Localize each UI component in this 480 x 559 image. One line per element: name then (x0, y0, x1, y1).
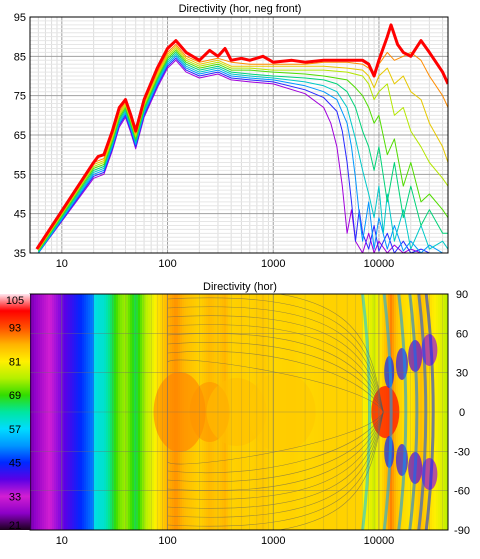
x-tick-label: 10000 (364, 258, 395, 270)
line-chart-frame (29, 16, 449, 254)
heatmap-chart: Directivity (hor) 10 100 1000 10000 90 60 30 0… (0, 281, 470, 547)
contour-line (167, 342, 384, 413)
angle-tick-label: -30 (454, 446, 470, 458)
x-tick-label: 100 (158, 258, 176, 270)
contour-line (167, 411, 384, 518)
angle-tick-label: 30 (456, 368, 468, 380)
heatmap-x-axis: 10 100 1000 10000 (56, 535, 395, 547)
color-scale-bar: 105 93 81 69 57 45 33 21 (0, 294, 30, 532)
contour-line (167, 306, 384, 413)
color-scale-label: 105 (6, 295, 24, 307)
contour-line (167, 411, 384, 474)
series-line-0deg (35, 23, 448, 250)
line-chart-y-axis: 95 85 75 65 55 45 35 (14, 12, 26, 260)
line-chart-x-axis: 10 100 1000 10000 (56, 258, 395, 270)
heatmap-plot-area (30, 294, 448, 530)
color-scale-label: 93 (9, 323, 21, 335)
contour-line (276, 411, 384, 530)
x-tick-label: 1000 (261, 258, 285, 270)
y-tick-label: 45 (14, 209, 26, 221)
contour-line (167, 359, 384, 413)
color-scale-label: 21 (9, 520, 21, 532)
contour-line (167, 411, 384, 527)
series-line-40deg (37, 49, 448, 251)
contour-line (167, 315, 384, 413)
contour-line (167, 350, 384, 413)
x-tick-label: 1000 (261, 535, 285, 547)
angle-tick-label: 0 (459, 407, 465, 419)
color-scale-label: 69 (9, 390, 21, 402)
color-scale-gradient (0, 294, 30, 530)
contour-line (167, 411, 384, 465)
series-line-60deg (37, 53, 448, 253)
color-scale-label: 45 (9, 458, 21, 470)
angle-tick-label: -90 (454, 525, 470, 537)
contour-line (167, 411, 384, 500)
heatmap-angle-axis: 90 60 30 0 -30 -60 -90 (454, 289, 470, 537)
contour-line (167, 411, 384, 509)
color-scale-label: 57 (9, 424, 21, 436)
y-tick-label: 95 (14, 12, 26, 24)
x-tick-label: 100 (158, 535, 176, 547)
x-tick-label: 10 (56, 535, 68, 547)
angle-tick-label: -60 (454, 486, 470, 498)
series-line-30deg (37, 48, 448, 251)
line-chart: Directivity (hor, neg front) 95 85 75 65 55 4… (14, 3, 449, 270)
y-tick-label: 65 (14, 130, 26, 142)
contour-line (167, 324, 384, 413)
angle-tick-label: 60 (456, 328, 468, 340)
y-tick-label: 75 (14, 91, 26, 103)
x-tick-label: 10 (56, 258, 68, 270)
series-line-90deg (37, 59, 422, 253)
heatmap-title: Directivity (hor) (203, 281, 277, 293)
y-tick-label: 35 (14, 248, 26, 260)
contour-line (167, 297, 384, 413)
line-chart-series-group (35, 23, 448, 253)
color-scale-label: 81 (9, 356, 21, 368)
series-line-80deg (37, 57, 430, 253)
series-line-70deg (37, 55, 448, 253)
y-tick-label: 55 (14, 169, 26, 181)
x-tick-label: 10000 (364, 535, 395, 547)
angle-tick-label: 90 (456, 289, 468, 301)
line-chart-title: Directivity (hor, neg front) (179, 3, 302, 15)
series-line-50deg (37, 51, 448, 252)
contour-line (276, 294, 384, 413)
contour-line (167, 411, 384, 482)
color-scale-label: 33 (9, 491, 21, 503)
y-tick-label: 85 (14, 51, 26, 63)
